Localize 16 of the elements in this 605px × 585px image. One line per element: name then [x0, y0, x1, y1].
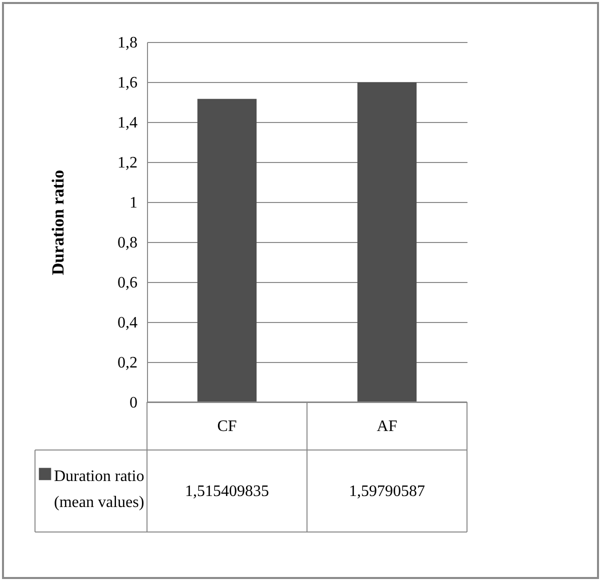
- y-tick-label: 0,6: [118, 274, 138, 292]
- y-tick-label: 1,6: [118, 74, 138, 92]
- data-label: 1,515409835: [185, 483, 269, 500]
- y-tick-label: 1,4: [118, 114, 138, 132]
- y-tick-label: 0,4: [118, 314, 138, 332]
- y-tick-label: 1,2: [118, 154, 138, 172]
- data-label: 1,59790587: [349, 483, 425, 500]
- x-tick-label: CF: [217, 418, 237, 435]
- legend-label: Duration ratio (mean values): [54, 468, 144, 511]
- x-tick-label: AF: [376, 418, 398, 435]
- y-tick-label: 1: [130, 194, 138, 212]
- y-axis-title: Duration ratio: [48, 170, 68, 276]
- y-tick-label: 0,8: [118, 234, 138, 252]
- y-tick-label: 0,2: [118, 354, 138, 372]
- y-tick-label: 0: [130, 394, 138, 412]
- y-tick-label: 1,8: [118, 34, 138, 52]
